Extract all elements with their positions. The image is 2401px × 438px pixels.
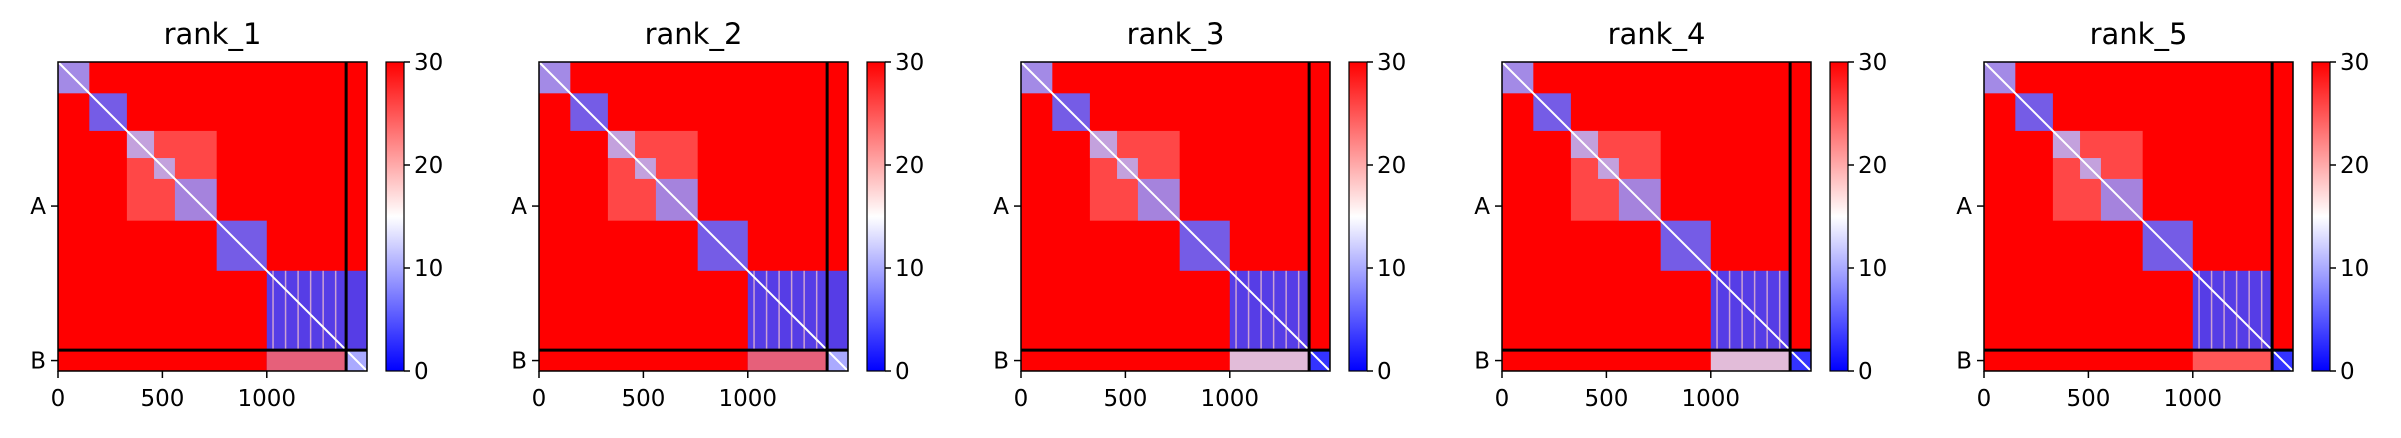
colorbar-tick-label: 30: [414, 50, 443, 76]
plot-frame: [1983, 61, 2294, 372]
x-tick-label: 0: [1495, 386, 1510, 412]
heatmap-interchain-block: [747, 350, 828, 371]
colorbar-tick-label: 30: [1858, 50, 1887, 76]
colorbar-tick-label: 20: [1377, 153, 1406, 179]
y-tick-label: B: [993, 349, 1009, 375]
heatmap-diagonal: [57, 61, 368, 372]
heatmap-diagonal: [1020, 61, 1331, 372]
colorbar-tick-label: 0: [414, 359, 429, 385]
y-tick-label: B: [30, 349, 46, 375]
y-tick-label: A: [511, 194, 527, 220]
x-tick-label: 500: [621, 386, 665, 412]
heatmap-diagonal: [538, 61, 849, 372]
x-tick-label: 500: [1103, 386, 1147, 412]
panel-title: rank_4: [1608, 17, 1706, 51]
plot-frame: [57, 61, 368, 372]
colorbar-tick-label: 0: [1858, 359, 1873, 385]
y-tick-label: A: [1956, 194, 1972, 220]
y-tick-label: B: [1474, 349, 1490, 375]
heatmap-diagonal: [1983, 61, 2294, 372]
x-tick-label: 0: [532, 386, 547, 412]
y-tick-label: A: [1474, 194, 1490, 220]
panel-title: rank_3: [1127, 17, 1225, 51]
x-tick-label: 0: [51, 386, 66, 412]
colorbar: [1348, 61, 1368, 372]
colorbar-tick-label: 10: [895, 256, 924, 282]
heatmap-interchain-block: [2192, 350, 2273, 371]
heatmap-interchain-block: [1710, 350, 1791, 371]
x-tick-label: 0: [1977, 386, 1992, 412]
heatmap-interchain-block: [1229, 350, 1310, 371]
x-tick-label: 1000: [1201, 386, 1260, 412]
colorbar-tick-label: 10: [414, 256, 443, 282]
colorbar: [866, 61, 886, 372]
colorbar-tick-label: 30: [2340, 50, 2369, 76]
x-tick-label: 1000: [2164, 386, 2223, 412]
plot-frame: [1501, 61, 1812, 372]
panel-title: rank_2: [645, 17, 743, 51]
colorbar-tick-label: 30: [895, 50, 924, 76]
x-tick-label: 500: [2066, 386, 2110, 412]
panel-title: rank_1: [164, 17, 262, 51]
colorbar: [385, 61, 405, 372]
colorbar: [1829, 61, 1849, 372]
colorbar-tick-label: 20: [414, 153, 443, 179]
x-tick-label: 1000: [238, 386, 297, 412]
x-tick-label: 1000: [1682, 386, 1741, 412]
colorbar-tick-label: 0: [895, 359, 910, 385]
plot-frame: [538, 61, 849, 372]
colorbar-tick-label: 20: [895, 153, 924, 179]
y-tick-label: A: [993, 194, 1009, 220]
x-tick-label: 1000: [719, 386, 778, 412]
heatmap-interchain-block: [266, 350, 347, 371]
y-tick-label: B: [511, 349, 527, 375]
colorbar-tick-label: 20: [2340, 153, 2369, 179]
y-tick-label: A: [30, 194, 46, 220]
colorbar-tick-label: 0: [2340, 359, 2355, 385]
panel-title: rank_5: [2090, 17, 2188, 51]
plot-frame: [1020, 61, 1331, 372]
y-tick-label: B: [1956, 349, 1972, 375]
colorbar-tick-label: 10: [1858, 256, 1887, 282]
colorbar-tick-label: 30: [1377, 50, 1406, 76]
x-tick-label: 500: [1584, 386, 1628, 412]
colorbar-tick-label: 0: [1377, 359, 1392, 385]
colorbar-tick-label: 10: [1377, 256, 1406, 282]
colorbar: [2311, 61, 2331, 372]
colorbar-tick-label: 20: [1858, 153, 1887, 179]
heatmap-diagonal: [1501, 61, 1812, 372]
colorbar-tick-label: 10: [2340, 256, 2369, 282]
x-tick-label: 500: [140, 386, 184, 412]
x-tick-label: 0: [1014, 386, 1029, 412]
